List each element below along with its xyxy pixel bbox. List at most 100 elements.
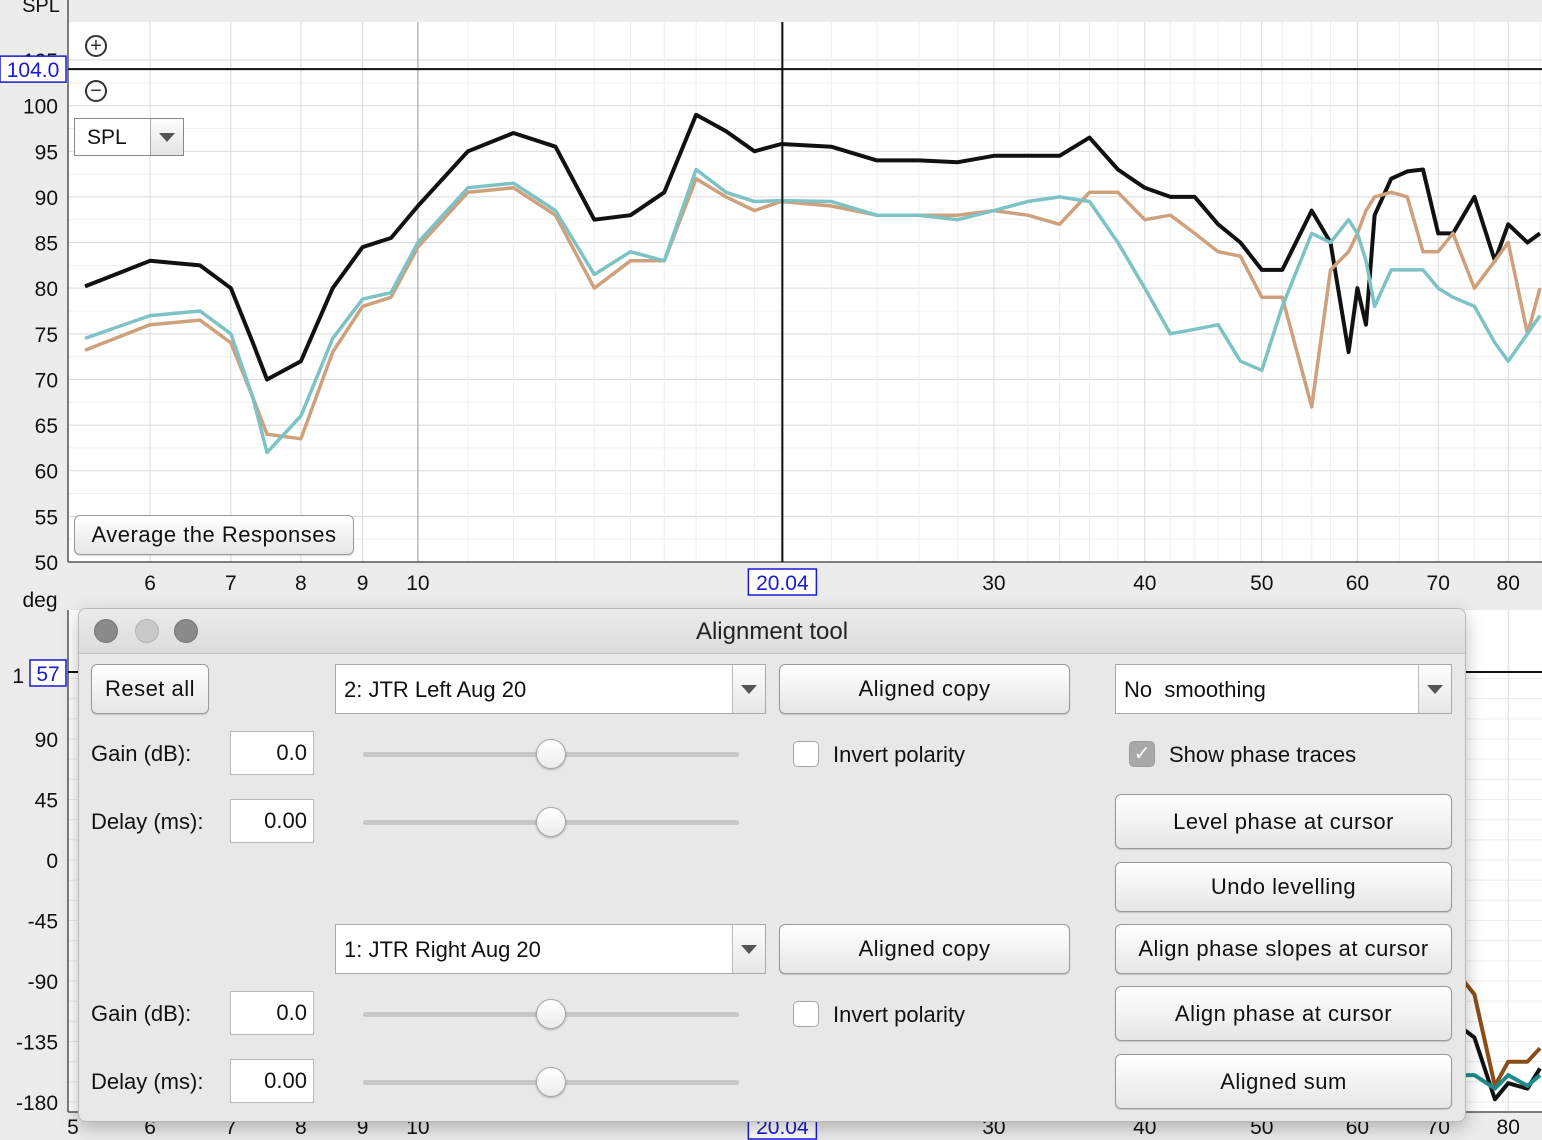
y-axis-label: deg [22, 590, 57, 612]
aligned-sum-button[interactable]: Aligned sum [1115, 1054, 1452, 1109]
gain-2-label: Gain (dB): [91, 1001, 192, 1026]
x-tick-label: 30 [982, 572, 1005, 595]
y-tick-label: 100 [23, 96, 58, 119]
chevron-down-icon[interactable] [732, 925, 765, 973]
x-tick-label: 70 [1427, 572, 1450, 595]
delay-2-label: Delay (ms): [91, 1069, 204, 1094]
invert-polarity-1-checkbox[interactable] [793, 741, 819, 767]
y-tick-label: 90 [35, 729, 58, 752]
gain-1-slider[interactable] [363, 739, 739, 769]
x-tick-label: 8 [295, 1116, 307, 1139]
x-tick-label: 6 [144, 1116, 156, 1139]
close-window-icon[interactable] [94, 619, 118, 643]
y-tick-label: 70 [35, 369, 58, 392]
y-tick-label: 55 [35, 506, 58, 529]
invert-polarity-1-label: Invert polarity [833, 742, 966, 767]
x-tick-label: 8 [295, 572, 307, 595]
y-tick-label: -180 [16, 1092, 58, 1115]
measurement-1-select[interactable]: 2: JTR Left Aug 20 [335, 664, 766, 714]
x-tick-label: 80 [1497, 1116, 1520, 1139]
show-phase-traces-checkbox[interactable]: ✓ [1129, 741, 1155, 767]
y-tick-label: 45 [35, 790, 58, 813]
x-tick-label: 7 [225, 572, 237, 595]
x-tick-label: 7 [225, 1116, 237, 1139]
y-tick-label: 50 [35, 552, 58, 575]
trace-sum [84, 112, 1542, 382]
cursor-x-box [747, 568, 818, 596]
gain-1-slider-knob[interactable] [536, 739, 566, 769]
x-tick-label: 9 [357, 1116, 369, 1139]
delay-1-label: Delay (ms): [91, 809, 204, 834]
align-phase-button[interactable]: Align phase at cursor [1115, 986, 1452, 1041]
trace-right [84, 167, 1542, 455]
undo-levelling-button[interactable]: Undo levelling [1115, 862, 1452, 912]
gain-2-field[interactable]: 0.0 [230, 991, 314, 1035]
average-responses-button[interactable]: Average the Responses [74, 515, 354, 555]
measurement-2-select[interactable]: 1: JTR Right Aug 20 [335, 924, 766, 974]
delay-1-field[interactable]: 0.00 [230, 799, 314, 843]
y-tick-label: 90 [35, 187, 58, 210]
y-tick-label: 80 [35, 278, 58, 301]
x-tick-label: 9 [357, 572, 369, 595]
delay-1-slider-knob[interactable] [536, 807, 566, 837]
dialog-titlebar[interactable]: Alignment tool [79, 609, 1465, 654]
trace-left [84, 176, 1542, 441]
y-tick-label: -135 [16, 1032, 58, 1055]
x-tick-label: 6 [144, 572, 156, 595]
delay-2-field[interactable]: 0.00 [230, 1059, 314, 1103]
cursor-y-value: 104.0 [7, 59, 60, 82]
y-tick-label: 0 [46, 850, 58, 873]
y-tick-label: -90 [28, 971, 58, 994]
measurement-2-name: 1: JTR Right Aug 20 [344, 937, 541, 962]
minimize-window-icon[interactable] [135, 619, 159, 643]
x-tick-label: 50 [1250, 572, 1273, 595]
maximize-window-icon[interactable] [174, 619, 198, 643]
spl-chart[interactable]: 50556065707580859095100105SPL67891030405… [0, 0, 1542, 612]
delay-2-slider-knob[interactable] [536, 1067, 566, 1097]
smoothing-value: No smoothing [1124, 677, 1266, 702]
x-tick-label: 10 [406, 572, 429, 595]
cursor-x-value: 20.04 [756, 572, 809, 595]
chevron-down-icon[interactable] [732, 665, 765, 713]
chevron-down-icon[interactable] [150, 119, 183, 155]
gain-1-field[interactable]: 0.0 [230, 731, 314, 775]
gain-2-slider-knob[interactable] [536, 999, 566, 1029]
show-phase-traces-label: Show phase traces [1169, 742, 1357, 767]
y-tick-label: -45 [28, 911, 58, 934]
plot-area [68, 22, 1542, 562]
delay-1-slider[interactable] [363, 807, 739, 837]
zoom-in-icon[interactable]: + [85, 35, 107, 57]
gain-1-label: Gain (dB): [91, 741, 192, 766]
y-tick-label: 85 [35, 233, 58, 256]
dialog-title: Alignment tool [695, 618, 849, 645]
x-tick-label: 40 [1133, 572, 1156, 595]
cursor-y-box [0, 55, 67, 83]
chevron-down-icon[interactable] [1418, 665, 1451, 713]
delay-2-slider[interactable] [363, 1067, 739, 1097]
gain-2-slider[interactable] [363, 999, 739, 1029]
cursor-y-box [29, 659, 67, 687]
level-phase-button[interactable]: Level phase at cursor [1115, 794, 1452, 849]
invert-polarity-2-checkbox[interactable] [793, 1001, 819, 1027]
y-tick-label-fragment: 1 [12, 665, 24, 688]
y-tick-label: 95 [35, 141, 58, 164]
alignment-tool-dialog: Alignment tool Reset all 2: JTR Left Aug… [78, 608, 1466, 1122]
x-tick-label: 5 [67, 1116, 79, 1139]
invert-polarity-2-label: Invert polarity [833, 1002, 966, 1027]
zoom-out-icon[interactable]: − [85, 80, 107, 102]
x-tick-label: 80 [1497, 572, 1520, 595]
x-tick-label: 60 [1346, 572, 1369, 595]
reset-all-button[interactable]: Reset all [91, 664, 209, 714]
y-tick-label: 60 [35, 461, 58, 484]
smoothing-select[interactable]: No smoothing [1115, 664, 1452, 714]
measure-dropdown-label: SPL [87, 126, 127, 149]
aligned-copy-2-button[interactable]: Aligned copy [779, 924, 1070, 974]
measurement-1-name: 2: JTR Left Aug 20 [344, 677, 527, 702]
y-tick-label: 65 [35, 415, 58, 438]
aligned-copy-1-button[interactable]: Aligned copy [779, 664, 1070, 714]
align-phase-slopes-button[interactable]: Align phase slopes at cursor [1115, 924, 1452, 974]
measure-dropdown[interactable]: SPL [74, 118, 184, 156]
y-axis-label: SPL [22, 0, 60, 17]
cursor-y-value: 57 [36, 663, 59, 686]
y-tick-label: 75 [35, 324, 58, 347]
